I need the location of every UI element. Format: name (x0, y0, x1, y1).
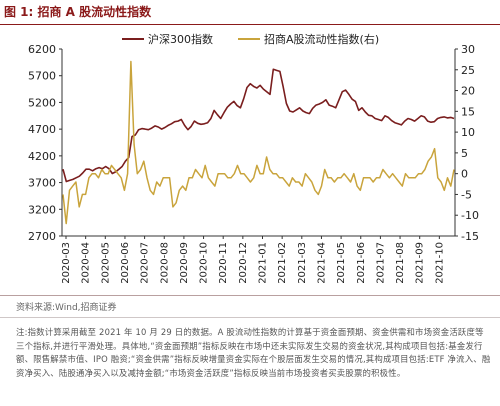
right-tick-label: 20 (461, 85, 475, 98)
x-tick-label: 2021-05 (336, 242, 347, 284)
left-tick-label: 3700 (28, 177, 56, 190)
x-tick-label: 2020-09 (179, 242, 190, 284)
left-tick-label: 4200 (28, 150, 56, 163)
x-tick-label: 2020-05 (100, 242, 111, 284)
right-tick-label: 15 (461, 105, 475, 118)
x-tick-label: 2021-06 (356, 242, 367, 284)
right-tick-label: 0 (461, 168, 468, 181)
x-tick-label: 2020-04 (81, 242, 92, 284)
x-tick-label: 2020-11 (218, 242, 229, 284)
title-divider (0, 24, 500, 25)
csi300-line (62, 68, 455, 183)
x-tick-label: 2021-02 (277, 242, 288, 284)
figure-title: 图 1: 招商 A 股流动性指数 (4, 5, 152, 19)
left-tick-label: 3200 (28, 203, 56, 216)
x-tick-label: 2021-04 (316, 242, 327, 284)
right-tick-label: 5 (461, 147, 468, 160)
left-tick-label: 5200 (28, 96, 56, 109)
left-tick-label: 5700 (28, 70, 56, 83)
liquidity-index-line (62, 60, 455, 225)
legend-label-liquidity: 招商A股流动性指数(右) (264, 32, 379, 46)
x-tick-label: 2020-10 (199, 242, 210, 284)
left-tick-label: 6200 (28, 43, 56, 56)
x-tick-label: 2020-06 (120, 242, 131, 284)
note-divider (0, 317, 500, 318)
x-tick-label: 2020-03 (61, 242, 72, 284)
x-tick-label: 2020-07 (140, 242, 151, 284)
right-tick-label: -15 (461, 230, 479, 243)
liquidity-chart: 27003200370042004700520057006200-15-10-5… (28, 32, 479, 284)
right-tick-label: -10 (461, 209, 479, 222)
x-tick-label: 2020-12 (238, 242, 249, 284)
x-tick-label: 2020-08 (159, 242, 170, 284)
left-tick-label: 2700 (28, 230, 56, 243)
x-tick-label: 2021-09 (415, 242, 426, 284)
right-tick-label: 30 (461, 43, 475, 56)
right-tick-label: 10 (461, 126, 475, 139)
x-tick-label: 2021-07 (375, 242, 386, 284)
x-tick-label: 2021-10 (434, 242, 445, 284)
source-note: 资料来源:Wind,招商证券 (16, 303, 117, 313)
legend-label-csi300: 沪深300指数 (148, 32, 213, 46)
x-tick-label: 2021-03 (297, 242, 308, 284)
right-tick-label: -5 (461, 188, 472, 201)
footnote: 注:指数计算采用截至 2021 年 10 月 29 日的数据。A 股流动性指数的… (16, 327, 491, 378)
source-divider (0, 295, 500, 296)
left-tick-label: 4700 (28, 123, 56, 136)
right-tick-label: 25 (461, 64, 475, 77)
x-tick-label: 2021-01 (258, 242, 269, 284)
x-tick-label: 2021-08 (395, 242, 406, 284)
